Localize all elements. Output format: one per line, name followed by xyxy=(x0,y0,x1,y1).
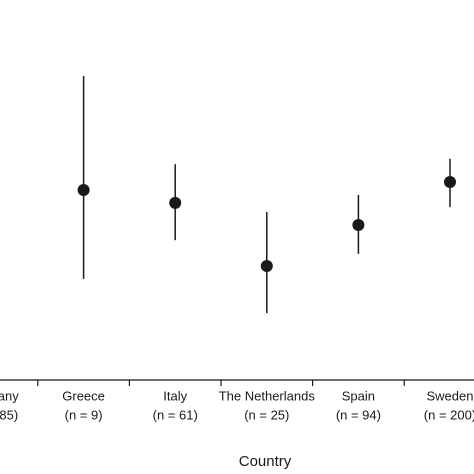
x-axis-label: Country xyxy=(239,453,292,470)
x-tick-sublabel: (n = 94) xyxy=(336,407,381,422)
x-tick-sublabel: (n = 25) xyxy=(244,407,289,422)
x-tick-sublabel: (n = 61) xyxy=(153,407,198,422)
x-tick-label: The Netherlands xyxy=(219,388,316,403)
x-tick-sublabel: (n = 9) xyxy=(65,407,103,422)
x-tick-label: Germany xyxy=(0,388,19,403)
point xyxy=(444,176,456,189)
x-tick-label: Spain xyxy=(342,388,375,403)
x-tick-label: Sweden xyxy=(427,388,474,403)
x-tick-label: Greece xyxy=(62,388,105,403)
x-tick-label: Italy xyxy=(163,388,187,403)
x-tick-sublabel: (n = 185) xyxy=(0,407,18,422)
point xyxy=(169,196,182,209)
point xyxy=(260,260,273,272)
point xyxy=(352,218,365,231)
point xyxy=(77,184,90,196)
x-tick-sublabel: (n = 200) xyxy=(424,407,474,422)
